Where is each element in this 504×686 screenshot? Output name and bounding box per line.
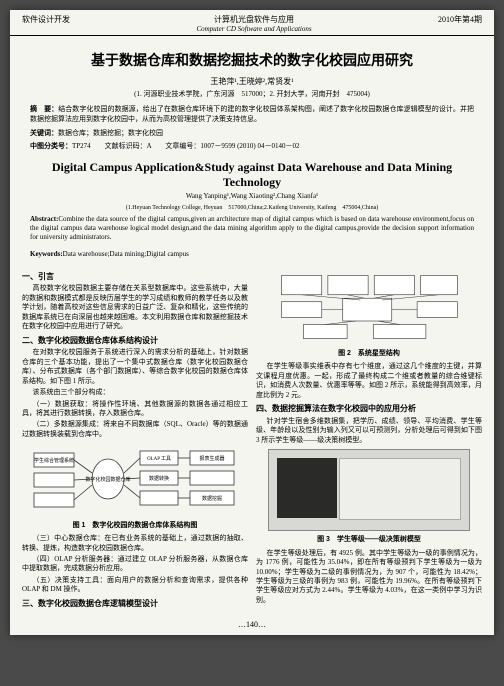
page-number: …140… xyxy=(10,620,494,635)
authors-en: Wang Yanping¹,Wang Xiaoting²,Chang Xianf… xyxy=(30,192,474,200)
journal-name-cn: 计算机光盘软件与应用 xyxy=(70,14,438,25)
authors-cn: 王艳萍¹,王晓婷²,常贤发¹ xyxy=(30,76,474,87)
keywords-en-text: Data warehouse;Data mining;Digital campu… xyxy=(63,250,189,258)
keywords-en-label: Keywords: xyxy=(30,250,63,258)
header-center: 计算机光盘软件与应用 Computer CD Software and Appl… xyxy=(70,14,438,33)
header-right: 2010年第4期 xyxy=(438,14,482,33)
right-column: 图 2 系统星型结构 在学生等级事实维表中存有七个维度，通过这几个维度的主键，并… xyxy=(256,268,482,612)
body-columns: 一、引言 高校数字化校园数据主要存储在关系型数据库中。这些系统中，大量的数据和数… xyxy=(10,268,494,620)
sec2-p3: （一）数据获取：将操作性环境、其他数据源的数据各通过相应工具，将其进行数据转换，… xyxy=(22,400,248,419)
sec2-p6: （四）OLAP 分析服务器：通过建立 OLAP 分析服务器，从数据仓库中提取数据… xyxy=(22,555,248,574)
abstract-cn: 摘 要：结合数字化校园的数据源，给出了在数据仓库环境下的建的数字化校园体系架构图… xyxy=(30,105,474,125)
fig3-screenshot xyxy=(268,449,470,531)
sec4-title: 四、数据挖掘算法在数字化校园中的应用分析 xyxy=(256,404,482,415)
header-bar: 软件设计开发 计算机光盘软件与应用 Computer CD Software a… xyxy=(10,10,494,36)
keywords-en: Keywords:Data warehouse;Data mining;Digi… xyxy=(30,250,474,259)
svg-text:OLAP 工具: OLAP 工具 xyxy=(147,456,171,462)
fig3-side-panel xyxy=(339,458,461,520)
sec1-title: 一、引言 xyxy=(22,272,248,283)
keywords-cn: 关键词：数据仓库；数据挖掘；数字化校园 xyxy=(30,129,474,139)
sec2-p2: 该系统由三个部分构成： xyxy=(22,388,248,397)
classification: 中图分类号：TP274 文献标识码：A 文章编号：1007－9599 (2010… xyxy=(30,142,474,152)
left-column: 一、引言 高校数字化校园数据主要存储在关系型数据库中。这些系统中，大量的数据和数… xyxy=(22,268,248,612)
sec2-p5: （三）中心数据仓库：在已有业务系统的基础上，通过数据的抽取、转换、提炼，构造数字… xyxy=(22,534,248,553)
abstract-en-label: Abstract: xyxy=(30,215,58,223)
sec2-p1: 在对数字化校园服务于系统进行深入的需求分析的基础上，针对数据仓库的三个基本功能，… xyxy=(22,348,248,386)
sec2-p7: （五）决策支持工具：面向用户的数据分析和查询需求，提供各种 OLAP 和 DM … xyxy=(22,576,248,595)
fig2-caption: 图 2 系统星型结构 xyxy=(256,349,482,358)
sec3-title: 三、数字化校园数据仓库逻辑模型设计 xyxy=(22,599,248,610)
journal-name-en: Computer CD Software and Applications xyxy=(70,25,438,33)
fig1-caption: 图 1 数字化校园的数据仓库体系结构图 xyxy=(22,521,248,530)
r-p2: 针对学生宿舍多维数据集，把学历、成绩、领导、平均消费、学生等级、年龄段以及性别为… xyxy=(256,417,482,445)
svg-text:报表生成器: 报表生成器 xyxy=(199,455,224,462)
fig1-svg: 学生综合管理系统 数字化校园数据仓库 OLAP 工具 数据转换 报表生成器 数据… xyxy=(30,443,240,513)
sec2-p4: （二）多数据源集成：将来自不同数据库（SQL、Oracle）等的数据通过数据转换… xyxy=(22,420,248,439)
svg-text:数字化校园数据仓库: 数字化校园数据仓库 xyxy=(85,476,130,483)
figure-3 xyxy=(256,449,482,531)
abstract-en: Abstract:Combine the data source of the … xyxy=(30,215,474,242)
title-en: Digital Campus Application&Study against… xyxy=(30,160,474,190)
abstract-cn-label: 摘 要： xyxy=(30,106,58,113)
svg-text:学生综合管理系统: 学生综合管理系统 xyxy=(34,457,74,464)
affiliation-cn: (1. 河源职业技术学院，广东河源 517000；2. 开封大学，河南开封 47… xyxy=(30,89,474,99)
abstract-cn-text: 结合数字化校园的数据源，给出了在数据仓库环境下的建的数字化校园体系架构图，阐述了… xyxy=(30,105,474,123)
r-p3: 在学生等级处理后，有 4925 例。其中学生等级为一级的事例情况为，为 1776… xyxy=(256,549,482,606)
figure-1: 学生综合管理系统 数字化校园数据仓库 OLAP 工具 数据转换 报表生成器 数据… xyxy=(22,443,248,516)
keywords-cn-text: 数据仓库；数据挖掘；数字化校园 xyxy=(58,129,163,137)
svg-text:数据挖掘: 数据挖掘 xyxy=(202,495,222,502)
title-cn: 基于数据仓库和数据挖掘技术的数字化校园应用研究 xyxy=(30,50,474,70)
sec2-title: 二、数字化校园数据仓库体系结构设计 xyxy=(22,336,248,347)
classno-label: 中图分类号： xyxy=(30,143,72,150)
header-left: 软件设计开发 xyxy=(22,14,70,33)
keywords-cn-label: 关键词： xyxy=(30,130,58,137)
affiliation-en: (1.Heyuan Technology College, Heyuan 517… xyxy=(30,202,474,211)
sec1-p1: 高校数字化校园数据主要存储在关系型数据库中。这些系统中，大量的数据和数据模式都是… xyxy=(22,284,248,331)
fig2-svg xyxy=(264,272,474,342)
fig3-tree-panel xyxy=(277,458,337,518)
figure-2 xyxy=(256,272,482,345)
classno-text: TP274 文献标识码：A 文章编号：1007－9599 (2010) 04－0… xyxy=(72,142,300,150)
page: 软件设计开发 计算机光盘软件与应用 Computer CD Software a… xyxy=(10,10,494,635)
abstract-en-text: Combine the data source of the digital c… xyxy=(30,215,474,241)
r-p1: 在学生等级事实维表中存有七个维度，通过这几个维度的主键，并算文课程月度优惠。一起… xyxy=(256,362,482,400)
svg-text:数据转换: 数据转换 xyxy=(149,475,169,482)
fig3-caption: 图 3 学生等级——级决策树模型 xyxy=(256,535,482,544)
